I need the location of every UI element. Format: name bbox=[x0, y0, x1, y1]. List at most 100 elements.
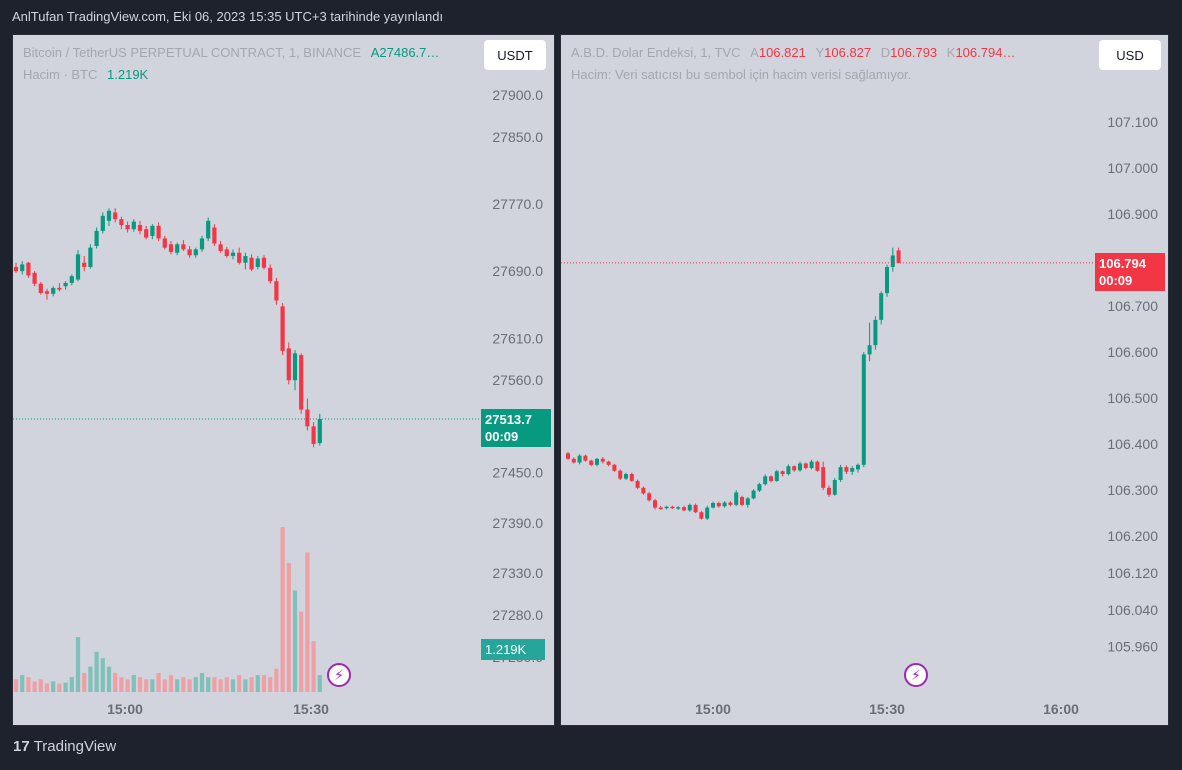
candle-body bbox=[740, 497, 744, 505]
left-x-tick-label: 15:30 bbox=[293, 701, 329, 717]
candle-body bbox=[38, 283, 43, 293]
candle-body bbox=[305, 409, 310, 427]
candle-body bbox=[243, 256, 248, 263]
btc-volume-label: Hacim · BTC bbox=[23, 67, 98, 82]
lightning-icon[interactable]: ⚡ bbox=[904, 663, 928, 687]
candle-body bbox=[803, 463, 808, 469]
right-y-tick-label: 106.040 bbox=[1107, 602, 1158, 618]
candle-body bbox=[792, 466, 797, 471]
dxy-currency-button[interactable]: USD bbox=[1099, 40, 1161, 70]
candle-body bbox=[299, 355, 304, 410]
volume-bar bbox=[144, 679, 149, 692]
volume-bar bbox=[299, 611, 304, 692]
candle-body bbox=[827, 487, 831, 495]
btc-last-price-tag: 27513.7 00:09 bbox=[481, 409, 551, 448]
volume-bar bbox=[20, 675, 25, 692]
tradingview-footer: 17 TradingView bbox=[13, 738, 116, 755]
candle-body bbox=[230, 252, 236, 257]
volume-bar bbox=[75, 637, 81, 692]
candle-body bbox=[664, 506, 669, 509]
candle-body bbox=[20, 264, 25, 272]
btc-chart-panel[interactable]: Bitcoin / TetherUS PERPETUAL CONTRACT, 1… bbox=[12, 34, 555, 726]
volume-bar bbox=[137, 677, 143, 692]
candle-body bbox=[600, 458, 605, 462]
volume-bar bbox=[199, 672, 205, 692]
candle-body bbox=[69, 276, 74, 283]
dxy-chart-panel[interactable]: A.B.D. Dolar Endeksi, 1, TVC A106.821 Y1… bbox=[560, 34, 1169, 726]
volume-bar bbox=[13, 679, 19, 692]
candle-body bbox=[780, 471, 785, 475]
volume-bar bbox=[212, 677, 217, 692]
candle-body bbox=[890, 255, 895, 267]
btc-volume-tag: 1.219K bbox=[481, 639, 545, 660]
candle-body bbox=[606, 461, 611, 465]
volume-bar bbox=[44, 683, 50, 692]
volume-bar bbox=[125, 679, 130, 692]
candle-body bbox=[261, 257, 267, 268]
candle-body bbox=[63, 282, 68, 287]
right-y-tick-label: 107.100 bbox=[1107, 114, 1158, 130]
candle-body bbox=[100, 215, 105, 231]
right-y-tick-label: 105.960 bbox=[1107, 639, 1158, 655]
volume-bar bbox=[162, 679, 167, 692]
candle-body bbox=[676, 507, 681, 509]
dxy-ohlc-open: 106.821 bbox=[758, 45, 806, 60]
candle-body bbox=[745, 498, 750, 505]
candle-body bbox=[168, 244, 174, 252]
candle-body bbox=[199, 238, 205, 250]
candle-body bbox=[156, 225, 161, 239]
candle-body bbox=[618, 470, 623, 479]
volume-bar bbox=[230, 679, 236, 692]
candle-body bbox=[150, 225, 155, 236]
candle-body bbox=[757, 484, 762, 491]
btc-currency-button[interactable]: USDT bbox=[484, 40, 546, 70]
volume-bar bbox=[38, 679, 43, 692]
candle-body bbox=[722, 502, 727, 507]
volume-bar bbox=[193, 677, 198, 692]
candle-body bbox=[13, 266, 19, 272]
candle-body bbox=[44, 291, 50, 294]
candle-body bbox=[844, 467, 849, 472]
dxy-legend-title: A.B.D. Dolar Endeksi, 1, TVC bbox=[571, 45, 741, 60]
candle-body bbox=[716, 503, 721, 507]
volume-bar bbox=[280, 527, 285, 692]
volume-bar bbox=[106, 666, 112, 692]
left-y-tick-label: 27390.0 bbox=[492, 515, 543, 531]
candle-body bbox=[577, 455, 582, 463]
lightning-icon[interactable]: ⚡ bbox=[327, 663, 351, 687]
candle-body bbox=[268, 267, 273, 282]
left-y-tick-label: 27850.0 bbox=[492, 129, 543, 145]
candle-body bbox=[255, 258, 260, 267]
candle-body bbox=[589, 460, 594, 465]
candle-body bbox=[144, 229, 149, 238]
candle-body bbox=[821, 467, 826, 488]
volume-bar bbox=[150, 679, 155, 692]
right-y-tick-label: 106.200 bbox=[1107, 528, 1158, 544]
candle-body bbox=[125, 225, 130, 230]
volume-bar bbox=[237, 675, 242, 692]
left-y-tick-label: 27450.0 bbox=[492, 464, 543, 480]
candle-body bbox=[26, 262, 31, 276]
volume-bar bbox=[100, 658, 105, 692]
candle-body bbox=[867, 345, 872, 355]
candle-body bbox=[317, 419, 322, 444]
candle-body bbox=[119, 219, 124, 226]
right-x-tick-label: 15:00 bbox=[695, 701, 731, 717]
candle-body bbox=[873, 319, 878, 346]
candle-body bbox=[879, 293, 884, 320]
candle-body bbox=[595, 458, 599, 465]
candle-body bbox=[815, 461, 820, 471]
volume-bar bbox=[26, 677, 31, 692]
candle-body bbox=[647, 493, 652, 501]
candle-body bbox=[286, 348, 291, 381]
candle-body bbox=[687, 504, 692, 511]
candle-body bbox=[641, 487, 646, 494]
volume-bar bbox=[305, 552, 310, 692]
dxy-candlestick-chart: 107.100 107.000 106.900 106.700 106.600 106.5… bbox=[561, 114, 1158, 717]
volume-bar bbox=[168, 675, 174, 692]
candle-body bbox=[711, 503, 715, 508]
volume-bar bbox=[156, 672, 161, 692]
right-y-tick-label: 106.400 bbox=[1107, 436, 1158, 452]
volume-bar bbox=[119, 677, 124, 692]
right-y-tick-label: 106.300 bbox=[1107, 482, 1158, 498]
